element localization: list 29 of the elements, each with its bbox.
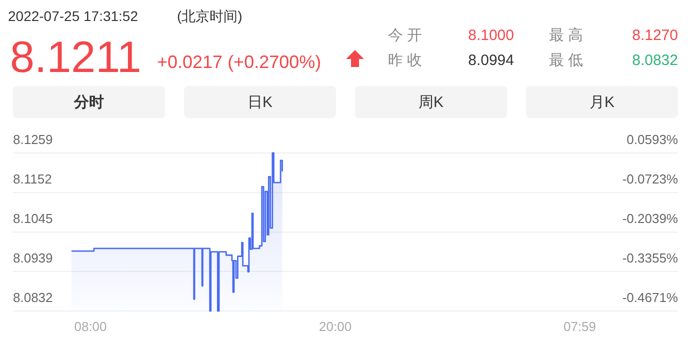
text: 8.0994 <box>468 52 514 69</box>
text: 分时 <box>73 94 104 111</box>
x-tick-label: 20:00 <box>319 319 352 334</box>
y2-tick-label: -0.0723% <box>622 172 678 186</box>
text: 周K <box>418 94 444 111</box>
text: 日K <box>247 94 273 111</box>
text: 8.1211 <box>10 33 142 82</box>
y-tick-label: 8.0832 <box>13 290 53 305</box>
x-tick-label: 07:59 <box>563 319 596 334</box>
x-tick-label: 08:00 <box>74 319 107 334</box>
text: +0.0217 (+0.2700%) <box>157 52 322 72</box>
text: 8.0832 <box>632 52 678 69</box>
text: 昨 收 <box>388 52 422 69</box>
text: 8.1000 <box>468 27 514 44</box>
y-tick-label: 8.1259 <box>13 132 53 147</box>
text: 最 低 <box>549 52 584 69</box>
y2-tick-label: -0.3355% <box>622 250 678 266</box>
y2-tick-label: 0.0593% <box>626 132 678 147</box>
text: 8.1270 <box>632 27 678 44</box>
text: 最 高 <box>549 27 584 44</box>
y2-tick-label: -0.2039% <box>622 211 678 226</box>
y2-tick-label: -0.4671% <box>622 290 678 305</box>
y-tick-label: 8.1045 <box>13 211 53 226</box>
text: 今 开 <box>388 27 422 44</box>
text: (北京时间) <box>177 8 242 24</box>
text: 月K <box>589 94 615 111</box>
text: 2022-07-25 17:31:52 <box>8 8 138 24</box>
y-tick-label: 8.0939 <box>13 250 53 266</box>
y-tick-label: 8.1152 <box>13 172 52 187</box>
